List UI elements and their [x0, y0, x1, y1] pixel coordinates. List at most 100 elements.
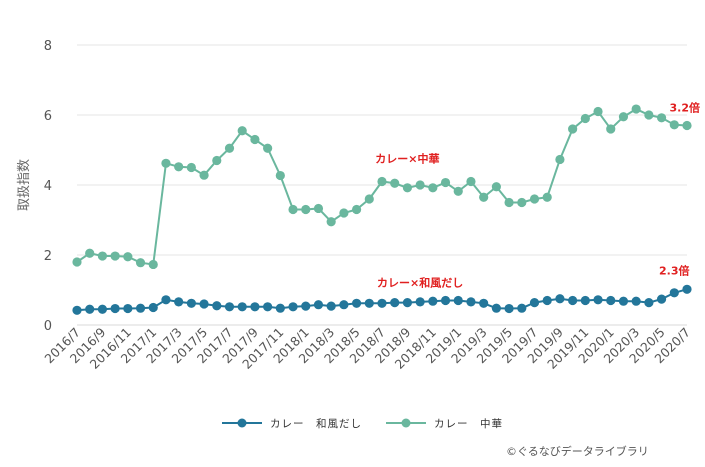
data-point[interactable]	[364, 298, 374, 308]
data-point[interactable]	[275, 303, 285, 313]
data-point[interactable]	[123, 303, 133, 314]
data-point[interactable]	[618, 296, 629, 306]
data-point[interactable]	[212, 301, 222, 311]
data-point[interactable]	[351, 298, 362, 308]
data-point[interactable]	[656, 294, 667, 304]
data-point[interactable]	[364, 194, 374, 204]
data-point[interactable]	[390, 178, 400, 188]
data-point[interactable]	[237, 126, 247, 136]
data-point[interactable]	[555, 154, 565, 165]
data-point[interactable]	[199, 170, 209, 180]
data-point[interactable]	[555, 294, 565, 304]
data-point[interactable]	[504, 197, 514, 208]
data-point[interactable]	[593, 106, 603, 117]
data-point[interactable]	[479, 298, 489, 308]
data-point[interactable]	[593, 295, 603, 305]
data-point[interactable]	[568, 124, 578, 134]
data-point[interactable]	[682, 120, 692, 131]
data-point[interactable]	[288, 204, 298, 215]
data-point[interactable]	[85, 248, 95, 258]
data-point[interactable]	[85, 304, 95, 314]
data-point[interactable]	[301, 204, 311, 215]
data-point[interactable]	[97, 251, 108, 261]
data-point[interactable]	[428, 296, 438, 306]
data-point[interactable]	[123, 252, 133, 262]
data-point[interactable]	[644, 298, 654, 308]
data-point[interactable]	[174, 297, 184, 307]
data-point[interactable]	[682, 284, 692, 294]
legend-item-chuka[interactable]: カレー 中華	[386, 417, 503, 430]
data-point[interactable]	[186, 162, 196, 173]
data-point[interactable]	[339, 300, 349, 310]
data-point[interactable]	[224, 143, 235, 153]
data-point[interactable]	[351, 204, 362, 215]
data-point[interactable]	[644, 110, 654, 120]
data-point[interactable]	[250, 134, 260, 145]
data-point[interactable]	[402, 298, 413, 308]
data-point[interactable]	[97, 304, 108, 314]
data-point[interactable]	[568, 295, 578, 306]
data-point[interactable]	[110, 303, 120, 314]
data-point[interactable]	[161, 295, 171, 305]
data-point[interactable]	[224, 302, 235, 312]
data-point[interactable]	[250, 302, 260, 312]
data-point[interactable]	[263, 143, 273, 153]
data-point[interactable]	[313, 300, 324, 310]
data-point[interactable]	[669, 288, 679, 298]
data-point[interactable]	[174, 162, 184, 172]
data-point[interactable]	[466, 176, 476, 187]
data-point[interactable]	[326, 217, 336, 227]
data-point[interactable]	[491, 182, 501, 192]
data-point[interactable]	[580, 113, 590, 124]
data-point[interactable]	[377, 298, 387, 308]
data-point[interactable]	[479, 192, 489, 202]
data-point[interactable]	[618, 112, 629, 122]
data-point[interactable]	[186, 298, 196, 308]
data-point[interactable]	[606, 124, 616, 134]
data-point[interactable]	[529, 298, 540, 308]
data-point[interactable]	[542, 295, 552, 306]
data-point[interactable]	[428, 183, 438, 193]
data-point[interactable]	[606, 295, 616, 306]
data-point[interactable]	[377, 176, 387, 187]
data-point[interactable]	[517, 303, 527, 313]
data-point[interactable]	[148, 259, 158, 270]
data-point[interactable]	[135, 303, 146, 313]
data-point[interactable]	[110, 251, 120, 261]
data-point[interactable]	[402, 183, 413, 193]
data-point[interactable]	[453, 186, 463, 196]
data-point[interactable]	[580, 295, 590, 306]
data-point[interactable]	[313, 203, 324, 214]
data-point[interactable]	[288, 302, 298, 312]
data-point[interactable]	[517, 197, 527, 208]
data-point[interactable]	[631, 104, 641, 114]
data-point[interactable]	[199, 299, 209, 309]
data-point[interactable]	[390, 298, 400, 308]
data-point[interactable]	[263, 302, 273, 312]
data-point[interactable]	[161, 158, 171, 168]
data-point[interactable]	[453, 295, 463, 306]
data-point[interactable]	[415, 180, 425, 190]
legend-item-wafu[interactable]: カレー 和風だし	[222, 418, 362, 430]
data-point[interactable]	[339, 208, 349, 218]
data-point[interactable]	[542, 192, 552, 202]
data-point[interactable]	[491, 303, 501, 313]
data-point[interactable]	[504, 303, 514, 314]
data-point[interactable]	[631, 296, 641, 306]
data-point[interactable]	[275, 170, 285, 181]
data-point[interactable]	[415, 297, 425, 307]
data-point[interactable]	[135, 258, 146, 268]
data-point[interactable]	[237, 302, 247, 312]
data-point[interactable]	[72, 257, 82, 267]
data-point[interactable]	[656, 113, 667, 123]
data-point[interactable]	[529, 194, 540, 204]
data-point[interactable]	[212, 155, 222, 166]
data-point[interactable]	[440, 177, 451, 188]
data-point[interactable]	[301, 301, 311, 311]
data-point[interactable]	[440, 295, 451, 306]
data-point[interactable]	[669, 120, 679, 130]
data-point[interactable]	[466, 297, 476, 307]
data-point[interactable]	[148, 302, 158, 313]
data-point[interactable]	[326, 301, 336, 311]
data-point[interactable]	[72, 305, 82, 315]
